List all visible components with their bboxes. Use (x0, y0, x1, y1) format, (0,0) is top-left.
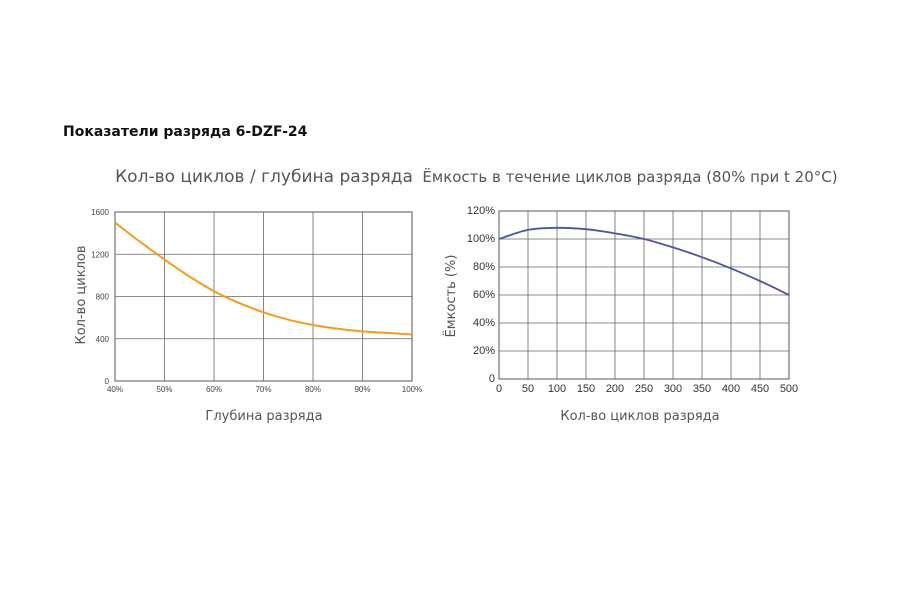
y-tick-labels: 0 400 800 1200 1600 (91, 208, 109, 386)
x-tick-label: 40% (107, 385, 123, 394)
y-tick-labels: 0 20% 40% 60% 80% 100% 120% (467, 205, 495, 385)
series-line-capacity (498, 226, 790, 296)
x-tick-label: 350 (693, 383, 711, 395)
y-tick-label: 40% (473, 317, 495, 329)
x-tick-label: 80% (305, 385, 321, 394)
y-tick-label: 20% (473, 345, 495, 357)
x-tick-label: 250 (635, 383, 653, 395)
y-axis-label: Кол-во циклов (74, 245, 89, 344)
chart-title: Кол-во циклов / глубина разряда (115, 167, 413, 187)
x-tick-label: 200 (606, 383, 624, 395)
y-tick-label: 0 (489, 373, 495, 385)
x-tick-labels: 40% 50% 60% 70% 80% 90% 100% (107, 385, 422, 394)
chart-capacity-vs-cycles: Ёмкость в течение циклов разряда (80% пр… (422, 167, 837, 424)
y-tick-label: 1600 (91, 208, 109, 217)
x-tick-label: 50% (156, 385, 172, 394)
x-tick-label: 0 (496, 383, 502, 395)
x-tick-labels: 0 50 100 150 200 250 300 350 400 450 500 (496, 383, 798, 395)
x-tick-label: 400 (722, 383, 740, 395)
x-tick-label: 90% (354, 385, 370, 394)
x-axis-label: Кол-во циклов разряда (560, 409, 719, 424)
y-tick-label: 120% (467, 205, 495, 217)
x-tick-label: 50 (522, 383, 534, 395)
y-tick-label: 400 (96, 335, 110, 344)
grid (499, 211, 789, 379)
x-tick-label: 450 (751, 383, 769, 395)
chart-cycles-vs-depth: Кол-во циклов / глубина разряда 40% 50% 60… (74, 167, 422, 424)
grid (115, 212, 412, 381)
x-tick-label: 300 (664, 383, 682, 395)
y-tick-label: 80% (473, 261, 495, 273)
x-tick-label: 100 (548, 383, 566, 395)
x-tick-label: 100% (402, 385, 422, 394)
page-title: Показатели разряда 6-DZF-24 (63, 124, 308, 140)
y-tick-label: 100% (467, 233, 495, 245)
x-axis-label: Глубина разряда (205, 409, 322, 424)
x-tick-label: 150 (577, 383, 595, 395)
y-tick-label: 1200 (91, 250, 109, 259)
chart-title: Ёмкость в течение циклов разряда (80% пр… (422, 167, 837, 186)
series-line-cycles (114, 221, 413, 336)
y-tick-label: 800 (96, 293, 110, 302)
y-tick-label: 60% (473, 289, 495, 301)
y-tick-label: 0 (105, 377, 110, 386)
x-tick-label: 70% (255, 385, 271, 394)
x-tick-label: 500 (780, 383, 798, 395)
y-axis-label: Ёмкость (%) (443, 255, 459, 338)
x-tick-label: 60% (206, 385, 222, 394)
